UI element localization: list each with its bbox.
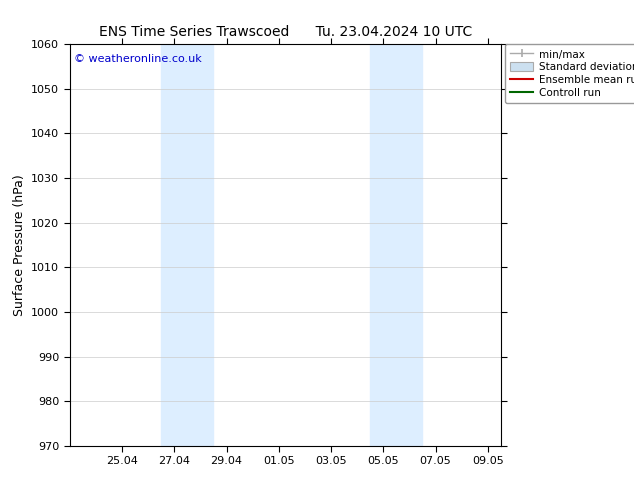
Y-axis label: Surface Pressure (hPa): Surface Pressure (hPa) [13,174,25,316]
Title: ENS Time Series Trawscoed      Tu. 23.04.2024 10 UTC: ENS Time Series Trawscoed Tu. 23.04.2024… [99,25,472,39]
Legend: min/max, Standard deviation, Ensemble mean run, Controll run: min/max, Standard deviation, Ensemble me… [505,44,634,103]
Bar [161,44,214,446]
Bar [370,44,422,446]
Text: © weatheronline.co.uk: © weatheronline.co.uk [74,54,202,64]
